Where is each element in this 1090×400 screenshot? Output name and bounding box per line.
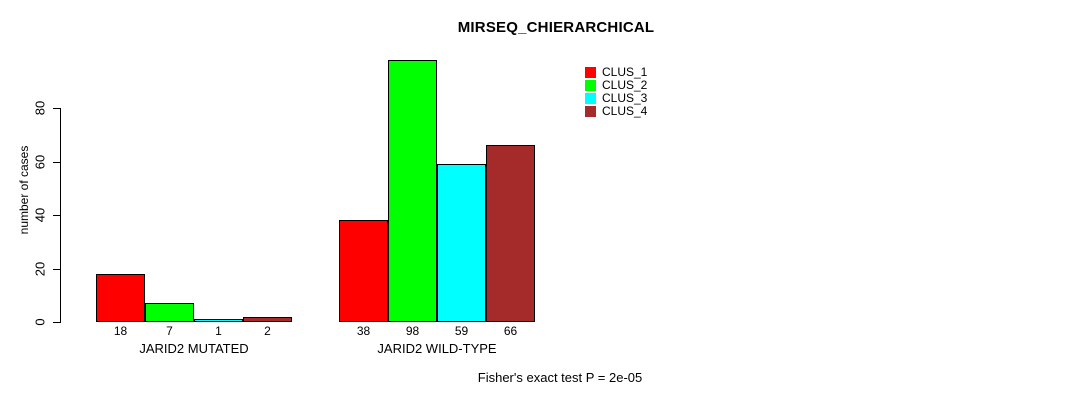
legend-item-clus_1: CLUS_1 [585,66,647,78]
bar-value-label: 59 [454,324,469,338]
bar-clus_4-1 [243,317,292,322]
y-axis-tick [53,108,60,109]
bar-value-label: 2 [264,324,271,338]
chart-title: MIRSEQ_CHIERARCHICAL [457,19,655,36]
y-axis-tick-label: 20 [32,261,48,277]
bar-value-label: 38 [356,324,371,338]
x-category-label: JARID2 MUTATED [139,341,249,356]
legend-label: CLUS_3 [602,91,648,105]
y-axis-tick [53,269,60,270]
y-axis-tick [53,215,60,216]
y-axis-tick-label: 40 [32,207,48,223]
bar-clus_4-2 [486,145,535,322]
bar-clus_2-2 [388,60,437,322]
legend-swatch-icon [585,79,596,91]
bar-clus_3-2 [437,164,486,322]
y-axis-line [60,108,61,323]
bar-value-label: 1 [215,324,222,338]
legend-swatch-icon [585,105,596,117]
bar-value-label: 18 [113,324,128,338]
legend-item-clus_2: CLUS_2 [585,79,647,91]
legend-swatch-icon [585,92,596,104]
bar-value-label: 98 [405,324,420,338]
bar-clus_3-1 [194,319,243,322]
bar-value-label: 7 [166,324,173,338]
statistical-test-footnote: Fisher's exact test P = 2e-05 [477,370,643,385]
legend-label: CLUS_2 [602,78,648,92]
y-axis-tick-label: 60 [32,154,48,170]
bar-value-label: 66 [503,324,518,338]
bar-clus_1-1 [96,274,145,322]
legend-label: CLUS_4 [602,104,648,118]
y-axis-tick-label: 80 [32,100,48,116]
y-axis-tick-label: 0 [32,318,48,326]
legend-item-clus_4: CLUS_4 [585,105,647,117]
y-axis-tick [53,322,60,323]
y-axis-tick [53,162,60,163]
legend-item-clus_3: CLUS_3 [585,92,647,104]
bar-clus_2-1 [145,303,194,322]
bar-clus_1-2 [339,220,388,322]
legend-swatch-icon [585,66,596,78]
x-category-label: JARID2 WILD-TYPE [377,341,497,356]
legend-label: CLUS_1 [602,65,648,79]
